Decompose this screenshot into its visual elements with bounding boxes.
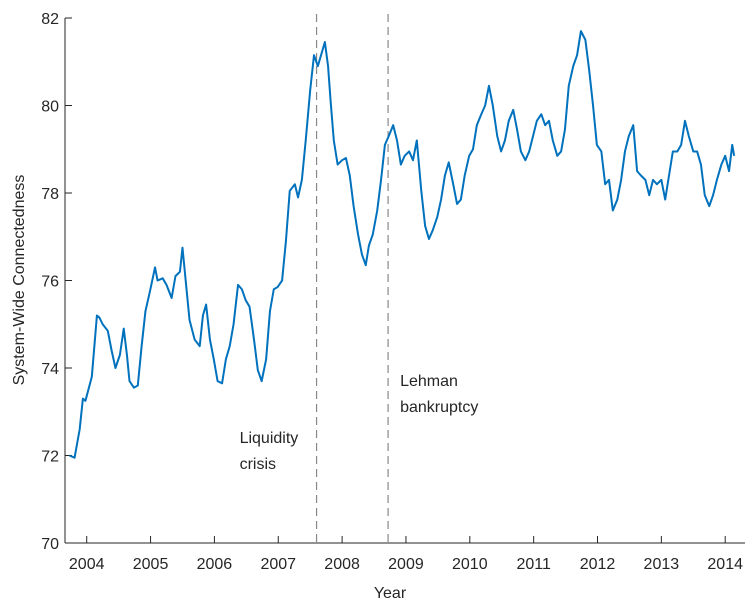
y-tick-label: 82	[41, 11, 59, 28]
event-label: Liquidity	[240, 430, 299, 447]
x-tick-label: 2005	[133, 556, 169, 573]
x-tick-label: 2006	[197, 556, 233, 573]
x-tick-label: 2012	[580, 556, 616, 573]
x-tick-label: 2008	[324, 556, 360, 573]
y-tick-label: 74	[41, 361, 59, 378]
event-label: crisis	[240, 456, 276, 473]
y-tick-label: 70	[41, 536, 59, 553]
y-tick-label: 72	[41, 449, 59, 466]
data-line	[69, 30, 736, 459]
x-tick-label: 2009	[388, 556, 424, 573]
x-axis-label: Year	[374, 585, 407, 602]
x-tick-label: 2004	[69, 556, 105, 573]
x-tick-label: 2007	[260, 556, 296, 573]
y-tick-label: 78	[41, 186, 59, 203]
event-label: bankruptcy	[400, 399, 478, 416]
y-tick-label: 80	[41, 99, 59, 116]
event-label: Lehman	[400, 373, 458, 390]
y-tick-label: 76	[41, 274, 59, 291]
x-tick-label: 2010	[452, 556, 488, 573]
x-tick-label: 2011	[516, 556, 551, 573]
x-tick-label: 2014	[707, 556, 743, 573]
y-axis-label: System-Wide Connectedness	[11, 175, 28, 386]
x-tick-label: 2013	[644, 556, 680, 573]
